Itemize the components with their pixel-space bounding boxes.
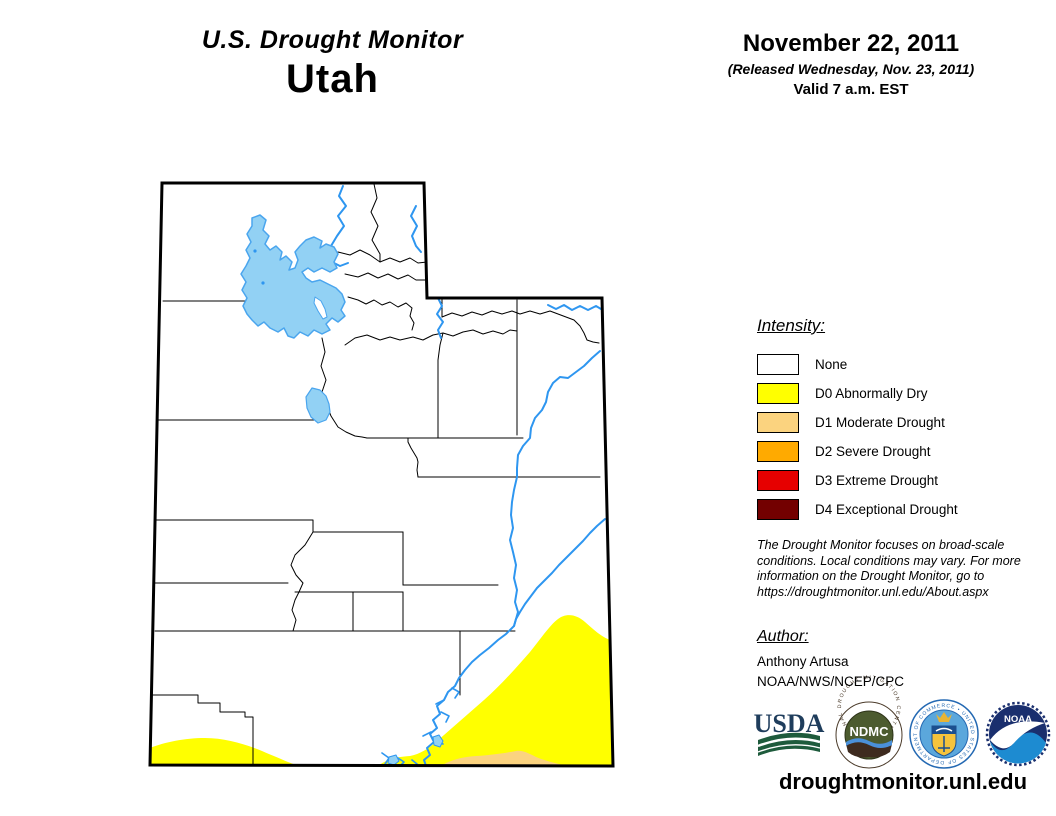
noaa-logo: NOAA xyxy=(985,701,1051,767)
legend-swatch-d4 xyxy=(757,499,799,520)
legend-heading: Intensity: xyxy=(757,316,826,335)
legend-row-none: None xyxy=(757,350,1049,379)
legend-swatch-d2 xyxy=(757,441,799,462)
lake-dot xyxy=(253,249,257,253)
d1-area-south-strip xyxy=(441,750,568,766)
rivers xyxy=(323,185,606,766)
legend-label-d0: D0 Abnormally Dry xyxy=(815,386,928,401)
legend-label-none: None xyxy=(815,357,848,372)
legend-rows: None D0 Abnormally Dry D1 Moderate Drought… xyxy=(757,350,1049,524)
lake-powell-patch xyxy=(387,754,400,766)
legend-swatch-d3 xyxy=(757,470,799,491)
author-heading: Author: xyxy=(757,628,809,645)
author-affiliation: NOAA/NWS/NCEP/CPC xyxy=(757,674,905,689)
footer-url: droughtmonitor.unl.edu xyxy=(778,769,1028,794)
legend-label-d2: D2 Severe Drought xyxy=(815,444,931,459)
legend-row-d0: D0 Abnormally Dry xyxy=(757,379,1049,408)
release-date: (Released Wednesday, Nov. 23, 2011) xyxy=(727,61,975,77)
d0-area-southwest xyxy=(150,738,298,766)
lake-dot xyxy=(261,281,265,285)
d0-area-southeast xyxy=(378,615,612,766)
ndmc-earth-icon xyxy=(846,741,892,758)
commerce-eagle-icon xyxy=(936,712,952,722)
noaa-bird-icon xyxy=(990,721,1045,749)
valid-time: Valid 7 a.m. EST xyxy=(793,81,909,98)
noaa-lower-globe xyxy=(990,732,1046,764)
green-river-flaming-gorge xyxy=(436,297,444,339)
bear-river xyxy=(329,185,347,253)
legend-label-d1: D1 Moderate Drought xyxy=(815,415,945,430)
legend-swatch-d1 xyxy=(757,412,799,433)
lakes xyxy=(240,214,444,766)
state-title: Utah xyxy=(286,57,379,101)
utah-lake xyxy=(305,387,331,424)
legend-row-d1: D1 Moderate Drought xyxy=(757,408,1049,437)
colorado-river-upper xyxy=(513,518,606,627)
green-river xyxy=(509,350,601,627)
legend-swatch-none xyxy=(757,354,799,375)
title-block: U.S. Drought Monitor Utah xyxy=(150,26,515,102)
legend-row-d2: D2 Severe Drought xyxy=(757,437,1049,466)
green-river-border-loop xyxy=(547,304,602,311)
state-outline xyxy=(148,181,615,768)
legend-label-d3: D3 Extreme Drought xyxy=(815,473,939,488)
author-name: Anthony Artusa xyxy=(757,654,849,669)
disclaimer-text: The Drought Monitor focuses on broad-sca… xyxy=(757,538,1021,599)
antelope-island xyxy=(313,296,328,320)
legend-label-d4: D4 Exceptional Drought xyxy=(815,502,958,517)
legend-swatch-d0 xyxy=(757,383,799,404)
bear-river-rich xyxy=(410,205,422,253)
county-boundaries xyxy=(150,183,601,766)
lake-powell-patch xyxy=(432,734,444,748)
date-block: November 22, 2011 (Released Wednesday, N… xyxy=(705,30,997,98)
ndmc-water-icon xyxy=(846,738,892,748)
ndmc-logo: NATIONAL DROUGHT MITIGATION CENTER NDMC xyxy=(835,675,903,769)
map-date: November 22, 2011 xyxy=(742,30,960,57)
legend-row-d4: D4 Exceptional Drought xyxy=(757,495,1049,524)
state-fill xyxy=(150,183,613,766)
legend-row-d3: D3 Extreme Drought xyxy=(757,466,1049,495)
ndmc-logo-text: NDMC xyxy=(850,724,890,739)
usda-logo: USDA xyxy=(754,709,825,756)
intensity-legend: Intensity: None D0 Abnormally Dry D1 Moder… xyxy=(757,316,1049,524)
page-title: U.S. Drought Monitor xyxy=(201,26,464,54)
noaa-logo-text: NOAA xyxy=(1004,714,1032,725)
